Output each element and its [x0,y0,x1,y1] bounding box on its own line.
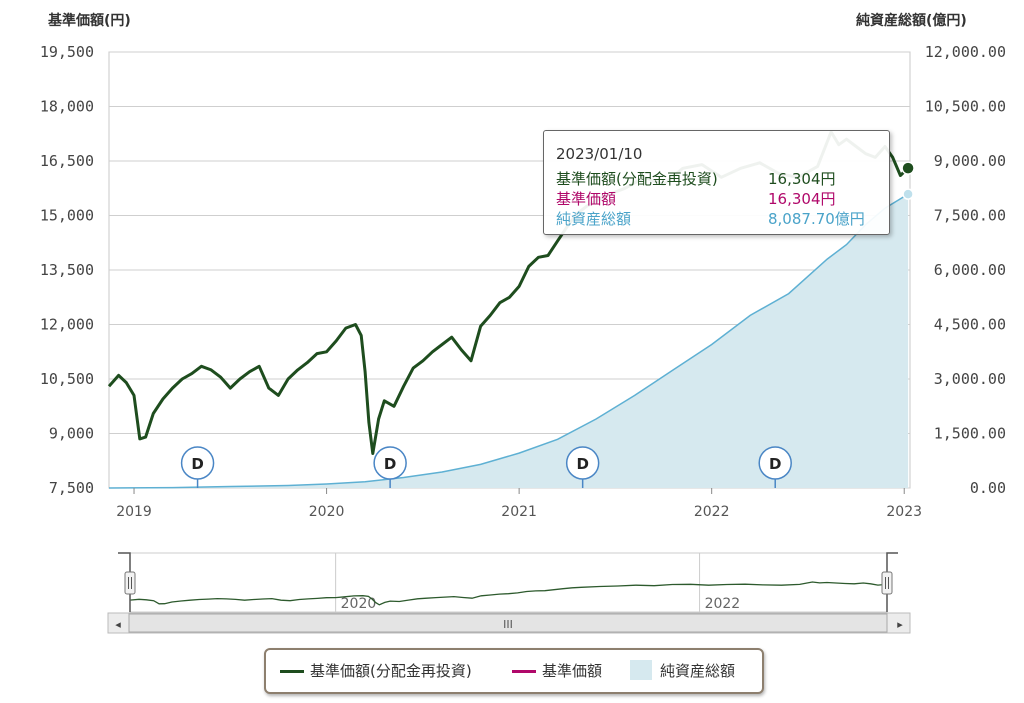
legend-swatch-nav [512,670,536,673]
scroll-right-arrow[interactable]: ▸ [897,618,903,631]
tooltip-value: 8,087.70億円 [768,210,865,228]
navigator-handle-right[interactable] [881,571,893,595]
hover-point-price [901,161,915,175]
y-right-tick-label: 4,500.00 [934,316,1006,334]
y-left-tick-label: 13,500 [40,261,94,279]
legend-item-nav[interactable]: 基準価額 [542,662,603,680]
legend-item-assets[interactable]: 純資産総額 [660,662,736,680]
y-right-tick-label: 1,500.00 [934,425,1006,443]
x-tick-label: 2023 [886,504,922,520]
distribution-marker[interactable]: D [758,446,792,488]
y-left-tick-label: 12,000 [40,316,94,334]
y-right-tick-label: 9,000.00 [934,152,1006,170]
left-axis-title: 基準価額(円) [48,13,131,29]
navigator-year-label: 2020 [341,596,377,612]
net-assets-area [109,194,909,488]
tooltip-value: 16,304円 [768,190,836,208]
chart-legend: 基準価額(分配金再投資) 基準価額 純資産総額 [264,648,764,694]
tooltip-date: 2023/01/10 [556,145,643,163]
tooltip-label: 純資産総額 [556,210,632,228]
x-tick-label: 2022 [694,504,730,520]
y-left-tick-label: 7,500 [49,479,94,497]
y-left-tick-label: 10,500 [40,370,94,388]
distribution-marker-label: D [769,455,781,473]
distribution-marker-label: D [384,455,396,473]
y-right-tick-label: 3,000.00 [934,370,1006,388]
distribution-marker[interactable]: D [180,446,215,488]
y-right-tick-label: 10,500.00 [925,98,1006,116]
distribution-marker-label: D [576,455,588,473]
scroll-left-arrow[interactable]: ◂ [115,618,121,631]
distribution-marker[interactable]: D [565,446,600,488]
tooltip-row-assets: 純資産総額 8,087.70億円 [556,208,865,229]
y-left-tick-label: 19,500 [40,43,94,61]
legend-swatch-reinvested [280,670,304,673]
legend-item-reinvested[interactable]: 基準価額(分配金再投資) [310,662,472,680]
x-tick-label: 2021 [501,504,537,520]
navigator-series [129,581,886,606]
range-navigator[interactable]: 2020 2022 III ◂ ▸ [107,552,911,634]
distribution-marker-label: D [191,455,203,473]
tooltip-row-nav: 基準価額 16,304円 [556,188,836,209]
scrollbar-thumb[interactable] [128,613,888,633]
y-left-tick-label: 18,000 [40,98,94,116]
distribution-marker[interactable]: D [373,446,407,488]
hover-point-assets [902,188,914,200]
tooltip-label: 基準価額 [556,190,617,208]
scrollbar-grip: III [503,618,513,631]
tooltip-value: 16,304円 [768,170,836,188]
navigator-area [129,552,888,613]
y-left-tick-label: 16,500 [40,152,94,170]
legend-swatch-assets [630,660,652,680]
navigator-year-label: 2022 [705,596,741,612]
y-right-tick-label: 12,000.00 [925,43,1006,61]
y-right-tick-label: 0.00 [970,479,1006,497]
navigator-handle-left[interactable] [124,571,136,595]
tooltip-row-reinvested: 基準価額(分配金再投資) 16,304円 [556,168,836,189]
y-left-tick-label: 9,000 [49,425,94,443]
right-axis-title: 純資産総額(億円) [856,13,967,29]
data-tooltip: 2023/01/10 基準価額(分配金再投資) 16,304円 基準価額 16,… [543,130,890,235]
y-left-tick-label: 15,000 [40,207,94,225]
tooltip-label: 基準価額(分配金再投資) [556,170,718,188]
y-right-tick-label: 6,000.00 [934,261,1006,279]
net-assets-line [108,193,909,489]
x-tick-label: 2020 [309,504,345,520]
x-tick-label: 2019 [116,504,152,520]
y-right-tick-label: 7,500.00 [934,207,1006,225]
